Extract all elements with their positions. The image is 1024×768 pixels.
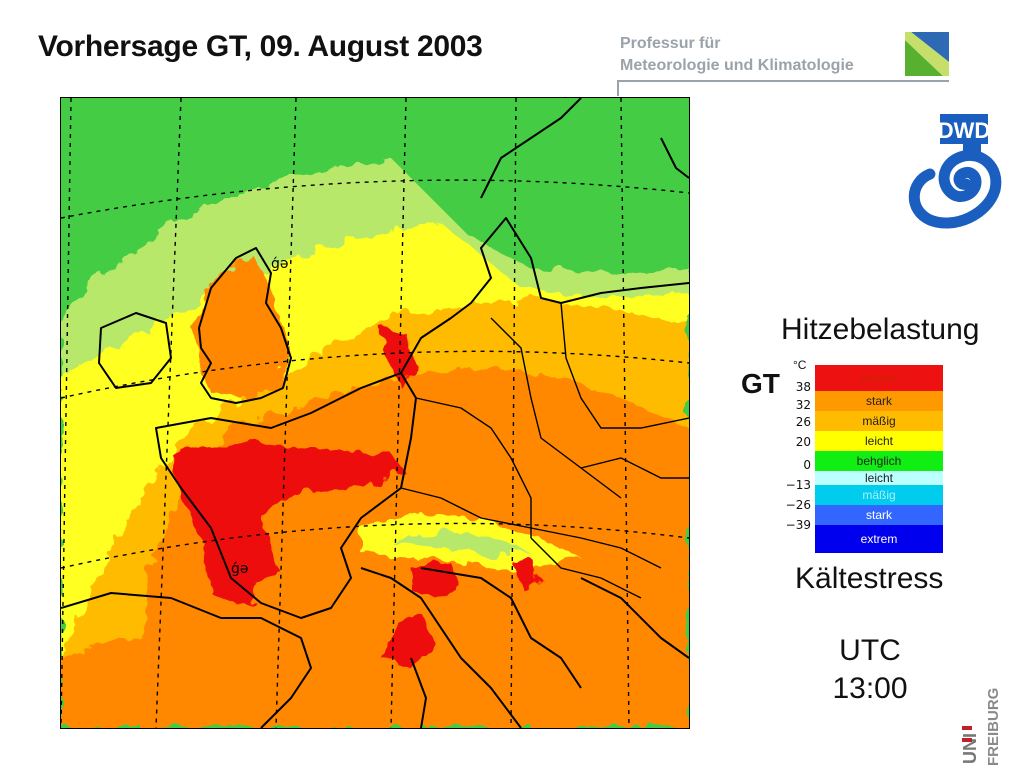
meridian-6 bbox=[620, 98, 630, 728]
field-extreme-benelux bbox=[381, 328, 416, 388]
chair-name: Professur für Meteorologie und Klimatolo… bbox=[620, 33, 854, 77]
legend-band-8: extrem bbox=[815, 525, 943, 553]
border-de-east bbox=[490, 317, 622, 499]
meridian-1 bbox=[61, 98, 72, 728]
border-at bbox=[530, 537, 642, 599]
header-rule bbox=[617, 80, 949, 82]
legend-color-scale: extrem stark mäßig leicht behglich leicht mäßi… bbox=[815, 365, 943, 553]
legend-band-4: behglich bbox=[815, 451, 943, 471]
coast-scandinavia bbox=[480, 98, 582, 199]
parallel-3 bbox=[61, 522, 689, 569]
coastlines bbox=[61, 98, 689, 728]
field-extreme-italy bbox=[381, 613, 436, 668]
chair-line-2: Meteorologie und Klimatologie bbox=[620, 57, 854, 74]
coast-baltic bbox=[560, 282, 689, 304]
legend-band-2: mäßig bbox=[815, 411, 943, 431]
legend-heat-title: Hitzebelastung bbox=[781, 313, 980, 346]
field-extreme-france bbox=[171, 443, 406, 608]
coast-ireland bbox=[98, 312, 172, 389]
field-britain bbox=[191, 253, 286, 398]
chair-line-1: Professur für bbox=[620, 35, 721, 52]
uni-freiburg-logo-icon: UNI FREIBURG bbox=[960, 688, 1002, 766]
coast-italy-west bbox=[360, 567, 522, 728]
field-extreme-balkan bbox=[511, 558, 541, 590]
contour-label-north: ǵǝ bbox=[271, 256, 289, 272]
meridian-4 bbox=[390, 98, 407, 728]
dwd-logo-icon: DWD bbox=[908, 114, 1002, 229]
border-alps bbox=[400, 487, 662, 569]
header-rule-tick bbox=[617, 82, 619, 96]
legend-tick-labels: 38 32 26 20 0 −13 −26 −39 bbox=[783, 370, 813, 560]
parallel-1 bbox=[61, 179, 689, 219]
legend-band-7: stark bbox=[815, 505, 943, 525]
uni-logo-line1: UNI bbox=[960, 733, 980, 764]
legend-tick-4: 0 bbox=[803, 458, 811, 472]
legend-tick-2: 26 bbox=[795, 415, 811, 429]
legend-tick-3: 20 bbox=[795, 435, 811, 449]
coast-balkans bbox=[580, 577, 689, 659]
coast-france bbox=[155, 372, 417, 619]
coast-baltic-east bbox=[660, 137, 689, 179]
time-clock: 13:00 bbox=[832, 672, 908, 705]
legend-band-0: extrem bbox=[815, 365, 943, 391]
field-iberia bbox=[61, 638, 381, 728]
border-de-west bbox=[415, 397, 532, 538]
page-title: Vorhersage GT, 09. August 2003 bbox=[38, 30, 483, 63]
coast-italy-east bbox=[420, 567, 582, 689]
legend-tick-0: 38 bbox=[795, 380, 811, 394]
chair-logo-icon bbox=[905, 32, 949, 76]
legend-tick-7: −39 bbox=[785, 518, 811, 532]
temperature-fields bbox=[61, 158, 689, 728]
time-stamp: UTC 13:00 bbox=[815, 632, 925, 708]
coast-north-sea bbox=[400, 217, 562, 374]
border-pl bbox=[560, 302, 689, 429]
borders bbox=[400, 302, 689, 599]
meridian-5 bbox=[510, 98, 517, 728]
gt-forecast-map: ǵǝ ǵǝ bbox=[60, 97, 690, 729]
legend-band-3: leicht bbox=[815, 431, 943, 451]
coast-iberia bbox=[61, 592, 312, 728]
legend-band-1: stark bbox=[815, 391, 943, 411]
field-alps-core bbox=[391, 530, 531, 556]
contour-label-south: ǵǝ bbox=[231, 561, 249, 577]
uni-logo-line2: FREIBURG bbox=[985, 688, 1002, 766]
coast-sardinia bbox=[410, 657, 427, 728]
parallel-2 bbox=[61, 350, 689, 399]
legend-tick-1: 32 bbox=[795, 398, 811, 412]
legend-band-6: mäßig bbox=[815, 485, 943, 505]
coast-britain bbox=[198, 247, 292, 404]
legend-tick-5: −13 bbox=[785, 478, 811, 492]
graticule bbox=[61, 98, 689, 728]
legend-cold-title: Kältestress bbox=[795, 562, 944, 595]
legend-variable: GT bbox=[741, 368, 780, 399]
dwd-logo-text: DWD bbox=[938, 118, 991, 143]
legend-unit: °C bbox=[793, 358, 807, 372]
legend-tick-6: −26 bbox=[785, 498, 811, 512]
time-zone: UTC bbox=[839, 634, 901, 667]
meridian-3 bbox=[275, 98, 297, 728]
meridian-2 bbox=[155, 98, 182, 728]
legend-band-5: leicht bbox=[815, 471, 943, 485]
border-cz bbox=[580, 457, 689, 479]
